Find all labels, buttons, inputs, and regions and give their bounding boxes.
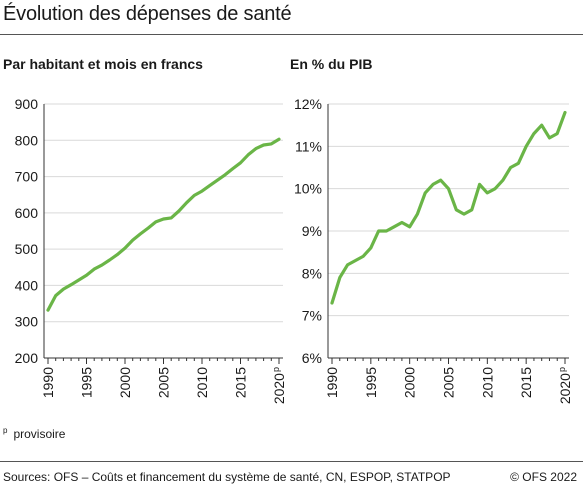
per-capita-x-tick-label: 2005 [156,367,172,398]
per-capita-y-tick-label: 300 [15,314,39,330]
gdp-share-y-tick-label: 12% [294,96,322,112]
gdp-share-y-tick-label: 6% [302,350,322,366]
per-capita-series-line [46,137,281,312]
per-capita-y-tick-label: 800 [15,132,39,148]
gdp-share-x-tick-label: 2010 [479,367,495,398]
footnote: p provisoire [3,426,65,441]
per-capita-y-tick-label: 900 [15,96,39,112]
per-capita-x-tick-label: 2000 [117,367,133,398]
footnote-marker: p [3,426,8,435]
gdp-share-y-tick-label: 10% [294,181,322,197]
per-capita-x-tick-label: 1995 [79,367,95,398]
chart-title-per-capita: Par habitant et mois en francs [3,56,203,72]
per-capita-y-tick-label: 400 [15,277,39,293]
per-capita-y-tick-label: 600 [15,205,39,221]
per-capita-provisional-marker: p [271,367,281,372]
footer-divider [0,461,583,462]
title-divider [0,34,583,35]
per-capita-x-tick-label: 2015 [233,367,249,398]
per-capita-y-tick-label: 200 [15,350,39,366]
chart-title-gdp-share: En % du PIB [290,56,373,72]
gdp-share-x-tick-label: 2005 [441,367,457,398]
gdp-share-provisional-marker: p [557,367,567,372]
per-capita-x-tick-label: 1990 [40,367,56,398]
per-capita-y-tick-label: 700 [15,169,39,185]
footnote-text: provisoire [13,427,66,441]
gdp-share-y-tick-label: 8% [302,265,322,281]
per-capita-x-tick-label: 2010 [194,367,210,398]
per-capita-x-tick-label: 2020p [271,367,287,404]
gdp-share-x-tick-label: 2020p [557,367,573,404]
page-title: Évolution des dépenses de santé [3,3,292,25]
gdp-share-x-tick-label: 1990 [324,367,340,398]
gdp-share-x-tick-label: 2015 [518,367,534,398]
gdp-share-y-tick-label: 7% [302,308,322,324]
gdp-share-series-line [330,110,567,305]
gdp-share-x-tick-label: 1995 [363,367,379,398]
gdp-share-x-tick-label: 2000 [402,367,418,398]
gdp-share-y-tick-label: 9% [302,223,322,239]
per-capita-y-tick-label: 500 [15,241,39,257]
source-text: Sources: OFS – Coûts et financement du s… [3,470,451,484]
gdp-share-y-tick-label: 11% [295,138,322,154]
copyright-text: © OFS 2022 [510,470,577,484]
